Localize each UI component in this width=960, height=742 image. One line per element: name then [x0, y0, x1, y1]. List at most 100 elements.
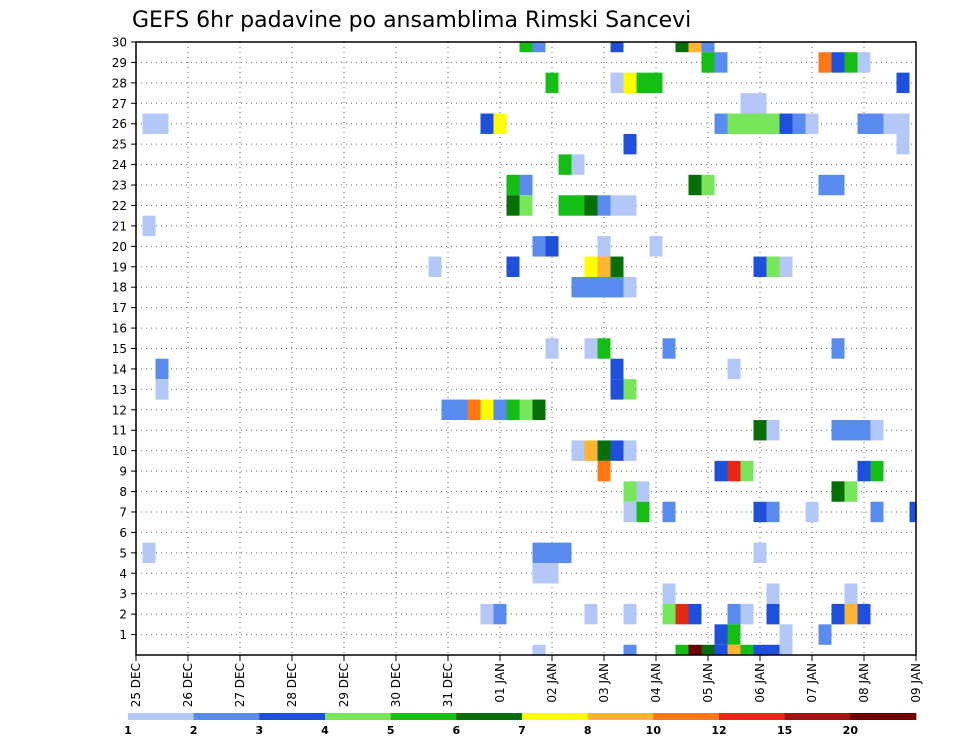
heatmap-cell: [480, 399, 494, 421]
heatmap-cell: [870, 420, 884, 441]
colorbar-swatch: [522, 713, 588, 720]
heatmap-cell: [155, 113, 169, 134]
heatmap-cell: [610, 358, 624, 380]
y-tick-label: 28: [112, 76, 127, 90]
heatmap-cell: [688, 42, 702, 53]
heatmap-cell: [662, 603, 676, 625]
heatmap-cell: [766, 420, 780, 441]
heatmap-cell: [870, 460, 884, 482]
heatmap-cell: [610, 379, 624, 400]
heatmap-cell: [675, 644, 689, 655]
heatmap-cell: [584, 256, 598, 277]
y-tick-label: 5: [119, 546, 127, 560]
heatmap-cell: [636, 501, 650, 523]
heatmap-cell: [584, 195, 598, 216]
heatmap-cell: [805, 501, 819, 523]
x-tick-label: 09 JAN: [909, 663, 923, 703]
colorbar-label: 8: [584, 724, 592, 737]
heatmap-cell: [792, 113, 806, 134]
y-tick-label: 6: [119, 526, 127, 540]
heatmap-cell: [844, 603, 858, 625]
heatmap-cell: [506, 256, 520, 277]
colorbar-swatch: [390, 713, 457, 720]
heatmap-cell: [519, 42, 533, 53]
heatmap-cell: [844, 52, 858, 73]
heatmap-cell: [558, 154, 572, 175]
heatmap-cell: [779, 644, 793, 655]
heatmap-cell: [727, 113, 741, 134]
y-tick-label: 24: [112, 158, 127, 172]
heatmap-cell: [519, 174, 533, 196]
heatmap-cell: [831, 481, 845, 502]
chart-title: GEFS 6hr padavine po ansamblima Rimski S…: [132, 8, 691, 33]
x-tick-label: 08 JAN: [857, 663, 871, 703]
colorbar-label: 3: [256, 724, 264, 737]
heatmap-cell: [545, 236, 559, 257]
heatmap-cell: [662, 501, 676, 523]
heatmap-cell: [701, 42, 715, 53]
y-tick-label: 15: [112, 342, 127, 356]
heatmap-cell: [597, 338, 611, 359]
heatmap-cell: [844, 481, 858, 502]
colorbar-label: 5: [387, 724, 395, 737]
heatmap-cell: [766, 256, 780, 277]
x-tick-label: 03 JAN: [597, 663, 611, 703]
colorbar-label: 12: [711, 724, 726, 737]
y-tick-label: 11: [112, 424, 127, 438]
heatmap-cell: [623, 276, 637, 298]
heatmap-cell: [857, 113, 871, 134]
heatmap-cell: [727, 624, 741, 645]
heatmap-cell: [545, 563, 559, 584]
heatmap-cell: [480, 603, 494, 625]
y-tick-label: 25: [112, 138, 127, 152]
grid: [136, 41, 916, 655]
heatmap-cell: [688, 174, 702, 196]
heatmap-cell: [506, 399, 520, 421]
heatmap-cell: [610, 195, 624, 216]
heatmap-cell: [467, 399, 481, 421]
colorbar: 1 2 3 4 5 6 7 8 10 12 15 20: [124, 713, 917, 737]
heatmap-cell: [675, 603, 689, 625]
heatmap-cell: [688, 644, 702, 655]
x-tick-label: 25 DEC: [129, 663, 143, 707]
y-tick-label: 8: [119, 485, 127, 499]
heatmap-cell: [844, 583, 858, 604]
y-tick-label: 1: [119, 628, 127, 642]
heatmap-cell: [701, 644, 715, 655]
heatmap-cell: [545, 542, 559, 564]
heatmap-cell: [649, 236, 663, 257]
heatmap-cell: [480, 113, 494, 134]
heatmap-cell: [610, 256, 624, 277]
heatmap-cell: [571, 154, 585, 175]
heatmap-cell: [831, 603, 845, 625]
heatmap-cell: [766, 113, 780, 134]
colorbar-label: 6: [453, 724, 461, 737]
heatmap-cell: [688, 603, 702, 625]
heatmap-cell: [740, 644, 754, 655]
heatmap-cell: [766, 583, 780, 604]
heatmap-cell: [896, 113, 910, 134]
heatmap-cell: [532, 236, 546, 257]
heatmap-cell: [805, 113, 819, 134]
colorbar-swatch: [325, 713, 391, 720]
x-tick-label: 30 DEC: [389, 663, 403, 707]
y-tick-label: 13: [112, 383, 127, 397]
heatmap-cell: [896, 133, 910, 155]
heatmap-cell: [597, 256, 611, 277]
colorbar-swatch: [193, 713, 260, 720]
heatmap-cell: [714, 113, 728, 134]
heatmap-cell: [155, 358, 169, 380]
heatmap-cell: [831, 338, 845, 359]
heatmap-cell: [701, 174, 715, 196]
heatmap-cell: [714, 644, 728, 655]
heatmap-cell: [701, 52, 715, 73]
heatmap-cell: [740, 93, 754, 114]
heatmap-cell: [506, 195, 520, 216]
heatmap-cell: [857, 420, 871, 441]
y-tick-label: 30: [112, 36, 127, 50]
x-tick-label: 04 JAN: [649, 663, 663, 703]
y-tick-label: 27: [112, 97, 127, 111]
y-tick-label: 7: [119, 505, 127, 519]
y-axis: 1234567891011121314151617181920212223242…: [112, 36, 136, 642]
